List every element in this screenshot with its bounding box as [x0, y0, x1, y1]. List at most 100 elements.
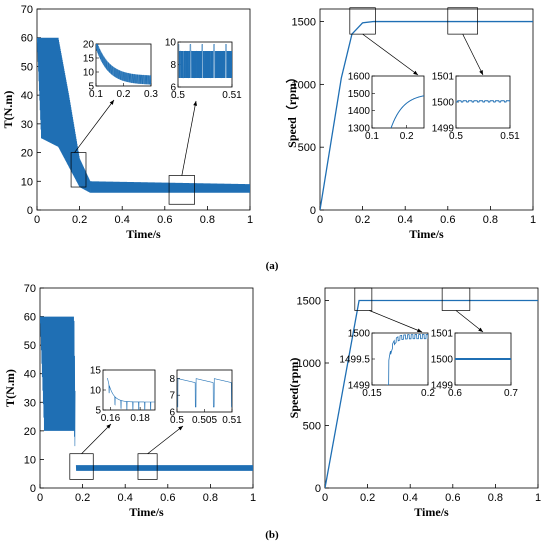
panel-b-speed: 0 0.2 0.4 0.6 0.8 1 0 500 1000 1500 Time/s Speed(rp…	[287, 287, 541, 519]
y-tick-label: 60	[24, 312, 36, 324]
y-tick-label: 0	[315, 483, 321, 495]
x-tick-label: 0	[322, 492, 328, 504]
inset-series-line	[96, 44, 151, 85]
inset-x-tick-label: 0.2	[117, 89, 131, 100]
x-tick-label: 0.6	[157, 214, 172, 226]
y-tick-label: 1500	[292, 17, 316, 29]
inset-x-tick-label: 0.5	[170, 415, 184, 426]
inset-frame	[102, 369, 156, 411]
y-tick-label: 10	[21, 176, 33, 188]
x-tick-label: 0.8	[483, 214, 498, 226]
inset-y-tick-label: 1300	[348, 124, 371, 135]
inset-x-tick-label: 0.51	[500, 131, 520, 142]
inset-x-tick-label: 0.5	[449, 131, 463, 142]
caption-b: (b)	[265, 529, 279, 541]
x-tick-label: 1	[530, 214, 536, 226]
inset-x-tick-label: 0.6	[448, 388, 462, 399]
y-tick-label: 50	[21, 61, 33, 73]
arrow-head	[417, 328, 422, 333]
zoom-box	[70, 152, 87, 188]
arrow-head	[109, 100, 114, 105]
y-tick-label: 30	[24, 397, 36, 409]
y-axis-label: T(N.m)	[1, 91, 15, 129]
inset-y-tick-label: 1500	[348, 329, 371, 340]
inset-x-tick-label: 0.15	[362, 388, 382, 399]
y-tick-label: 60	[21, 33, 33, 45]
x-tick-label: 0	[37, 492, 43, 504]
x-tick-label: 1	[247, 214, 253, 226]
x-tick-label: 0.4	[118, 492, 133, 504]
arrow-head	[478, 327, 483, 332]
inset-x-tick-label: 0.18	[130, 413, 150, 424]
zoom-arrow	[81, 423, 112, 454]
y-tick-label: 50	[24, 340, 36, 352]
inset-y-tick-label: 1499	[348, 381, 371, 392]
y-tick-label: 1000	[292, 79, 316, 91]
inset-y-tick-label: 1499	[432, 124, 455, 135]
x-tick-label: 0.8	[488, 492, 503, 504]
inset-y-tick-label: 1499.5	[339, 355, 370, 366]
inset-x-tick-label: 0.5	[171, 90, 185, 101]
inset-frame	[371, 75, 425, 129]
y-tick-label: 20	[24, 426, 36, 438]
zoom-arrow	[462, 33, 484, 76]
inset-x-tick-label: 0.3	[144, 89, 158, 100]
plot-frame	[324, 287, 539, 489]
x-axis-label: Time/s	[126, 227, 161, 241]
zoom-box	[354, 287, 373, 311]
panel-a-speed: 0 0.2 0.4 0.6 0.8 1 0 500 1000 1500 Time/s Speed（rp…	[284, 7, 536, 241]
y-tick-label: 20	[21, 148, 33, 160]
x-tick-label: 0.6	[445, 492, 460, 504]
arrow-head	[193, 101, 198, 106]
y-tick-label: 0	[310, 205, 316, 217]
y-tick-label: 0	[27, 205, 33, 217]
inset-y-tick-label: 10	[90, 386, 102, 397]
x-tick-label: 0.6	[160, 492, 175, 504]
inset-y-tick-label: 10	[165, 38, 177, 49]
inset-y-tick-label: 5	[95, 406, 101, 417]
x-tick-label: 0.4	[403, 492, 418, 504]
torque-series-line	[40, 316, 76, 447]
inset-y-tick-label: 1500	[348, 89, 371, 100]
torque-series-line	[75, 465, 253, 471]
inset-y-tick-label: 1500	[431, 355, 454, 366]
x-tick-label: 0.8	[203, 492, 218, 504]
y-axis-label: Speed（rpm）	[284, 71, 299, 148]
arrow-head	[413, 70, 418, 75]
panel-a-torque: 0 0.2 0.4 0.6 0.8 1010203040506070Time/sT(N.m…	[1, 4, 253, 241]
y-tick-label: 10	[24, 454, 36, 466]
y-tick-label: 500	[298, 142, 316, 154]
inset-x-tick-label: 0.505	[192, 415, 217, 426]
y-tick-label: 1500	[297, 296, 321, 308]
torque-series-line	[37, 37, 91, 193]
inset-y-tick-label: 1501	[431, 329, 454, 340]
inset-y-tick-label: 20	[83, 40, 95, 51]
y-tick-label: 40	[21, 90, 33, 102]
x-tick-label: 0.8	[200, 214, 215, 226]
torque-series-line	[89, 181, 250, 193]
inset-y-tick-label: 15	[90, 366, 102, 377]
inset-y-tick-label: 1600	[348, 72, 371, 83]
inset-x-tick-label: 0.16	[101, 413, 121, 424]
zoom-arrow	[455, 310, 484, 333]
inset-series-line	[390, 95, 424, 128]
inset-y-tick-label: 6	[169, 408, 175, 419]
plot-frame	[319, 8, 534, 211]
inset-x-tick-label: 0.2	[400, 131, 414, 142]
inset-series-line	[456, 100, 510, 103]
x-tick-label: 1	[535, 492, 541, 504]
inset-x-tick-label: 0.1	[365, 131, 379, 142]
y-tick-label: 0	[30, 483, 36, 495]
inset-y-tick-label: 6	[170, 83, 176, 94]
x-tick-label: 0.2	[355, 214, 370, 226]
inset-y-tick-label: 15	[83, 54, 95, 65]
arrow-head	[178, 426, 183, 431]
zoom-arrow	[147, 425, 184, 454]
x-tick-label: 0.6	[440, 214, 455, 226]
panel-b-torque: 0 0.2 0.4 0.6 0.8 1010203040506070Time/sT(N.m…	[3, 283, 256, 519]
x-tick-label: 1	[250, 492, 256, 504]
y-axis-label: Speed(rpm)	[287, 358, 301, 419]
inset-frame	[371, 332, 429, 386]
x-tick-label: 0.2	[360, 492, 375, 504]
